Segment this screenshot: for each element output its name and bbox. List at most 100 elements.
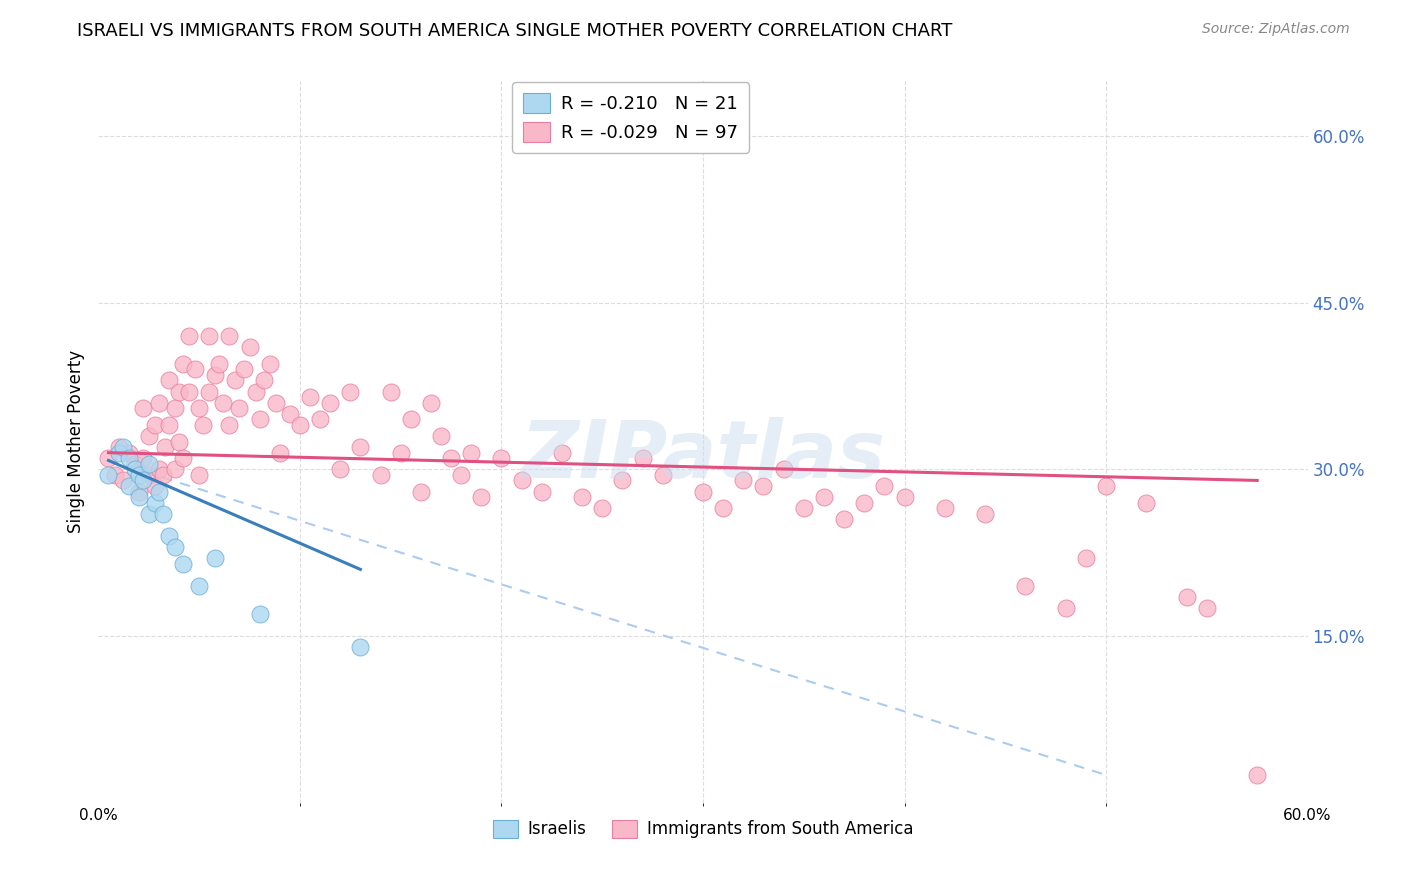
Point bbox=[124, 457, 146, 471]
Point bbox=[138, 457, 160, 471]
Point bbox=[651, 467, 673, 482]
Point bbox=[172, 451, 194, 466]
Point bbox=[612, 474, 634, 488]
Y-axis label: Single Mother Poverty: Single Mother Poverty bbox=[66, 350, 84, 533]
Point bbox=[198, 329, 221, 343]
Text: Source: ZipAtlas.com: Source: ZipAtlas.com bbox=[1202, 22, 1350, 37]
Point bbox=[143, 479, 166, 493]
Point bbox=[1095, 479, 1118, 493]
Point bbox=[440, 451, 463, 466]
Point bbox=[143, 496, 166, 510]
Point bbox=[218, 329, 240, 343]
Point bbox=[934, 501, 956, 516]
Point bbox=[692, 484, 714, 499]
Point bbox=[107, 445, 129, 459]
Point bbox=[97, 451, 120, 466]
Point bbox=[167, 434, 190, 449]
Point bbox=[832, 512, 855, 526]
Point bbox=[118, 445, 141, 459]
Point bbox=[319, 395, 342, 409]
Point bbox=[853, 496, 876, 510]
Point bbox=[232, 362, 254, 376]
Point bbox=[148, 484, 170, 499]
Point bbox=[873, 479, 896, 493]
Point bbox=[264, 395, 287, 409]
Point bbox=[329, 462, 352, 476]
Point bbox=[349, 640, 371, 655]
Point bbox=[370, 467, 392, 482]
Point bbox=[1074, 551, 1097, 566]
Point bbox=[138, 507, 160, 521]
Point bbox=[259, 357, 281, 371]
Point bbox=[157, 529, 180, 543]
Point bbox=[793, 501, 815, 516]
Point bbox=[1175, 590, 1198, 604]
Point bbox=[278, 407, 301, 421]
Point bbox=[591, 501, 613, 516]
Point bbox=[204, 368, 226, 382]
Point bbox=[148, 462, 170, 476]
Point bbox=[245, 384, 267, 399]
Point bbox=[153, 440, 176, 454]
Point bbox=[188, 579, 211, 593]
Point bbox=[530, 484, 553, 499]
Point bbox=[239, 340, 262, 354]
Point bbox=[204, 551, 226, 566]
Point bbox=[152, 467, 174, 482]
Point bbox=[184, 362, 207, 376]
Point bbox=[157, 373, 180, 387]
Point bbox=[571, 490, 593, 504]
Point bbox=[179, 384, 201, 399]
Point bbox=[349, 440, 371, 454]
Point bbox=[491, 451, 513, 466]
Point bbox=[399, 412, 422, 426]
Point bbox=[339, 384, 361, 399]
Point bbox=[974, 507, 997, 521]
Point bbox=[193, 417, 215, 432]
Point bbox=[288, 417, 311, 432]
Point bbox=[309, 412, 332, 426]
Point bbox=[132, 474, 155, 488]
Point bbox=[163, 401, 186, 416]
Point bbox=[249, 412, 271, 426]
Point bbox=[132, 451, 155, 466]
Point bbox=[772, 462, 794, 476]
Text: ZIPatlas: ZIPatlas bbox=[520, 417, 886, 495]
Point bbox=[188, 401, 211, 416]
Point bbox=[138, 467, 160, 482]
Point bbox=[631, 451, 654, 466]
Point bbox=[460, 445, 482, 459]
Point bbox=[163, 462, 186, 476]
Point bbox=[450, 467, 472, 482]
Point bbox=[107, 440, 129, 454]
Point bbox=[138, 429, 160, 443]
Point bbox=[551, 445, 574, 459]
Point bbox=[124, 462, 146, 476]
Point bbox=[167, 384, 190, 399]
Point bbox=[179, 329, 201, 343]
Point bbox=[163, 540, 186, 554]
Point bbox=[389, 445, 412, 459]
Point bbox=[128, 484, 150, 499]
Point bbox=[420, 395, 443, 409]
Point bbox=[1054, 601, 1077, 615]
Point bbox=[198, 384, 221, 399]
Point bbox=[1135, 496, 1157, 510]
Point bbox=[143, 417, 166, 432]
Point bbox=[253, 373, 276, 387]
Text: ISRAELI VS IMMIGRANTS FROM SOUTH AMERICA SINGLE MOTHER POVERTY CORRELATION CHART: ISRAELI VS IMMIGRANTS FROM SOUTH AMERICA… bbox=[77, 22, 953, 40]
Point bbox=[1195, 601, 1218, 615]
Point bbox=[813, 490, 835, 504]
Point bbox=[103, 467, 125, 482]
Point bbox=[157, 417, 180, 432]
Point bbox=[1246, 768, 1268, 782]
Point bbox=[97, 467, 120, 482]
Point bbox=[224, 373, 246, 387]
Point bbox=[172, 557, 194, 571]
Point bbox=[893, 490, 915, 504]
Point bbox=[148, 395, 170, 409]
Point bbox=[269, 445, 291, 459]
Point bbox=[188, 467, 211, 482]
Point bbox=[208, 357, 231, 371]
Point bbox=[128, 467, 150, 482]
